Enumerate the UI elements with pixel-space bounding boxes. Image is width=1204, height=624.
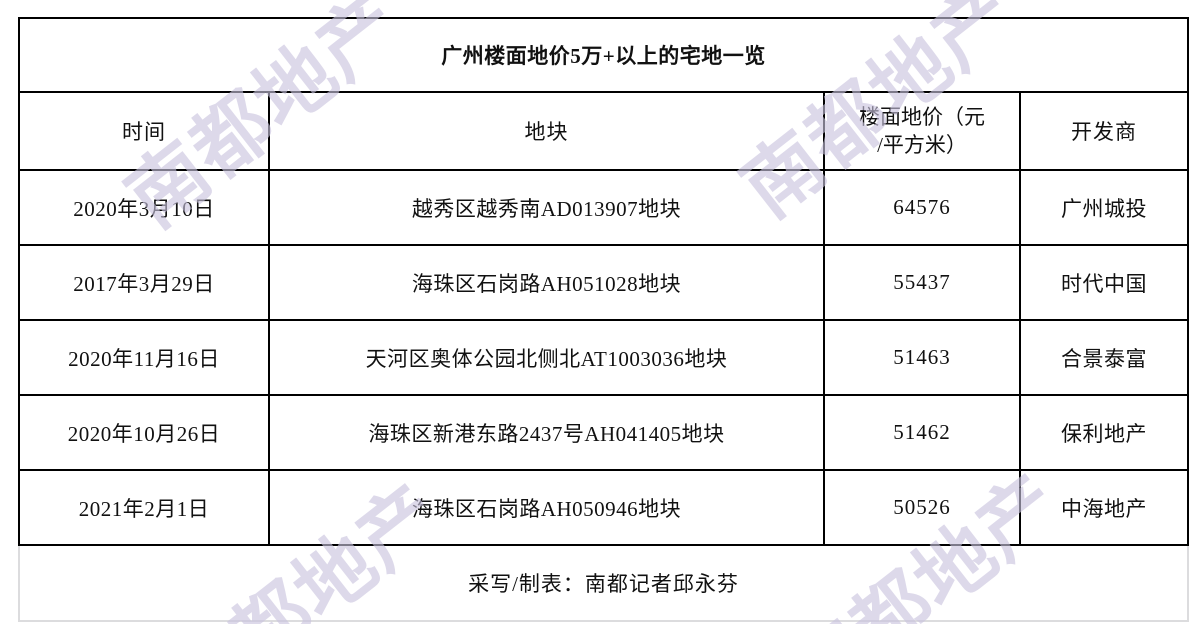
table-row: 2020年3月10日 越秀区越秀南AD013907地块 64576 广州城投: [18, 169, 1190, 246]
column-header-developer: 开发商: [1018, 91, 1190, 171]
cell-price: 55437: [823, 244, 1021, 321]
cell-developer: 中海地产: [1018, 469, 1190, 546]
table-footer-row: 采写/制表：南都记者邱永芬: [17, 544, 1190, 622]
cell-plot: 天河区奥体公园北侧北AT1003036地块: [268, 319, 825, 396]
table-row: 2020年10月26日 海珠区新港东路2437号AH041405地块 51462…: [18, 394, 1190, 471]
cell-developer: 合景泰富: [1018, 319, 1190, 396]
table-title-row: 广州楼面地价5万+以上的宅地一览: [17, 17, 1190, 93]
table-row: 2020年11月16日 天河区奥体公园北侧北AT1003036地块 51463 …: [18, 319, 1190, 396]
page-title: 广州楼面地价5万+以上的宅地一览: [17, 17, 1190, 93]
table-row: 2021年2月1日 海珠区石岗路AH050946地块 50526 中海地产: [18, 469, 1190, 546]
table-row: 2017年3月29日 海珠区石岗路AH051028地块 55437 时代中国: [18, 244, 1190, 321]
cell-price: 50526: [823, 469, 1021, 546]
cell-time: 2017年3月29日: [18, 244, 270, 321]
column-header-price-line1: 楼面地价（元: [859, 104, 985, 129]
cell-time: 2020年3月10日: [18, 169, 270, 246]
cell-time: 2021年2月1日: [18, 469, 270, 546]
column-header-time: 时间: [18, 91, 270, 171]
cell-plot: 海珠区石岗路AH051028地块: [268, 244, 825, 321]
cell-developer: 广州城投: [1018, 169, 1190, 246]
cell-developer: 保利地产: [1018, 394, 1190, 471]
cell-price: 64576: [823, 169, 1021, 246]
column-header-plot: 地块: [268, 91, 825, 171]
table-credit: 采写/制表：南都记者邱永芬: [17, 544, 1190, 622]
cell-plot: 海珠区新港东路2437号AH041405地块: [268, 394, 825, 471]
cell-time: 2020年10月26日: [18, 394, 270, 471]
land-price-table: 广州楼面地价5万+以上的宅地一览 时间 地块 楼面地价（元 /平方米） 开发商 …: [17, 17, 1190, 622]
cell-price: 51463: [823, 319, 1021, 396]
table-header-row: 时间 地块 楼面地价（元 /平方米） 开发商: [18, 91, 1190, 171]
cell-price: 51462: [823, 394, 1021, 471]
cell-plot: 越秀区越秀南AD013907地块: [268, 169, 825, 246]
cell-developer: 时代中国: [1018, 244, 1190, 321]
column-header-price: 楼面地价（元 /平方米）: [823, 91, 1021, 171]
cell-plot: 海珠区石岗路AH050946地块: [268, 469, 825, 546]
cell-time: 2020年11月16日: [18, 319, 270, 396]
column-header-price-line2: /平方米）: [877, 133, 967, 157]
